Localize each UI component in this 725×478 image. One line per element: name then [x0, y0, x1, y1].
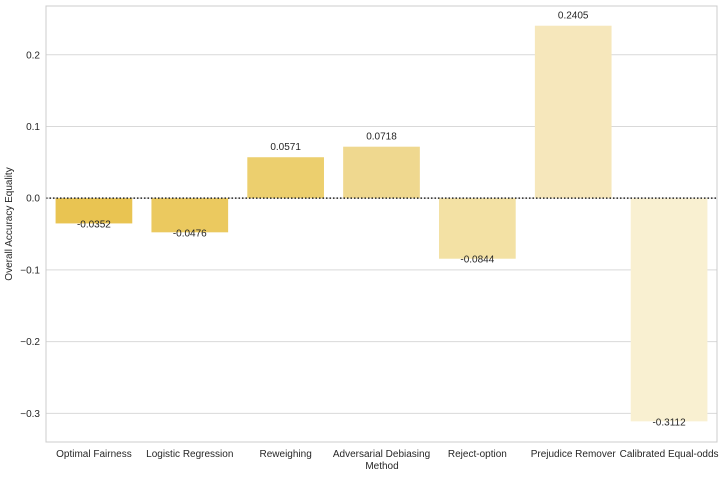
data-labels: -0.0352 -0.0476 0.0571 0.0718 -0.0844 0.2405 -…	[77, 11, 686, 429]
y-tick-label: −0.1	[20, 265, 40, 276]
y-tick-label: −0.2	[20, 337, 40, 348]
x-tick-labels: Optimal Fairness Logistic Regression Rewei…	[56, 449, 718, 460]
data-label: -0.0352	[77, 219, 111, 230]
y-tick-labels: −0.3 −0.2 −0.1 0.0 0.1 0.2	[20, 50, 40, 420]
data-label: -0.3112	[652, 417, 686, 428]
x-tick-label: Optimal Fairness	[56, 449, 132, 460]
data-label: -0.0844	[460, 255, 494, 266]
y-tick-label: −0.3	[20, 409, 40, 420]
x-axis-label: Method	[365, 461, 398, 472]
bar-3	[343, 146, 420, 199]
x-tick-label: Reject-option	[448, 449, 507, 460]
data-label: -0.0476	[173, 228, 207, 239]
y-tick-label: 0.1	[26, 122, 40, 133]
x-tick-label: Prejudice Remover	[531, 449, 617, 460]
plot-border	[45, 5, 718, 443]
y-tick-label: 0.0	[26, 194, 40, 205]
plot-frame	[45, 5, 718, 443]
bar-1	[151, 198, 229, 233]
x-tick-label: Adversarial Debiasing	[333, 449, 430, 460]
bar-4	[439, 198, 516, 259]
x-tick-label: Reweighing	[260, 449, 312, 460]
bars	[55, 25, 708, 422]
bar-2	[247, 157, 324, 199]
bar-6	[630, 198, 708, 422]
y-axis-label: Overall Accuracy Equality	[4, 167, 15, 280]
data-label: 0.0718	[366, 132, 397, 143]
data-label: 0.2405	[558, 11, 589, 22]
data-label: 0.0571	[270, 142, 301, 153]
x-tick-label: Logistic Regression	[146, 449, 233, 460]
bar-0	[55, 198, 133, 224]
grid-lines	[46, 54, 717, 414]
y-tick-label: 0.2	[26, 50, 40, 61]
x-tick-label: Calibrated Equal-odds	[620, 449, 719, 460]
bar-5	[534, 25, 612, 199]
